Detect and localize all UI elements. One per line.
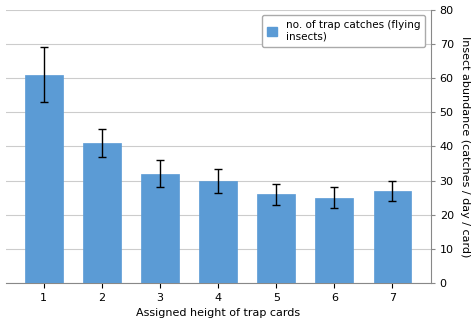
Legend: no. of trap catches (flying
insects): no. of trap catches (flying insects) bbox=[262, 15, 426, 47]
Bar bbox=[25, 75, 63, 283]
Bar bbox=[374, 191, 411, 283]
Bar bbox=[83, 143, 121, 283]
Bar bbox=[316, 198, 353, 283]
Bar bbox=[199, 180, 237, 283]
Bar bbox=[141, 174, 179, 283]
X-axis label: Assigned height of trap cards: Assigned height of trap cards bbox=[136, 308, 300, 318]
Bar bbox=[258, 194, 295, 283]
Y-axis label: Insect abundance (catches / day / card): Insect abundance (catches / day / card) bbox=[460, 36, 470, 257]
